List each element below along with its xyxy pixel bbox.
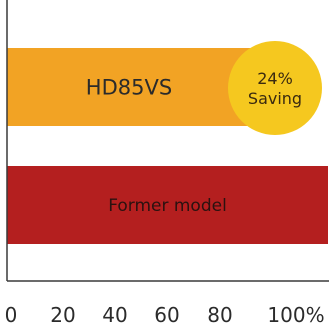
x-tick-label: 40 (102, 303, 127, 327)
x-tick-label: 20 (50, 303, 75, 327)
saving-percent: 24% (257, 69, 293, 88)
saving-annotation: 24% Saving (228, 41, 322, 135)
bar-label-former-model: Former model (108, 196, 227, 216)
saving-badge (228, 41, 322, 135)
bars-layer: HD85VS Former model (7, 48, 328, 244)
bar-label-hd85vs: HD85VS (86, 76, 172, 100)
bar-former-model (7, 166, 328, 244)
bar-hd85vs (7, 48, 251, 126)
x-tick-label: 0 (5, 303, 18, 327)
x-tick-label: 100% (267, 303, 324, 327)
saving-label: Saving (248, 89, 302, 108)
x-tick-label: 80 (207, 303, 232, 327)
x-tick-label: 60 (154, 303, 179, 327)
x-tick-labels: 0 20 40 60 80 100% (5, 303, 325, 327)
